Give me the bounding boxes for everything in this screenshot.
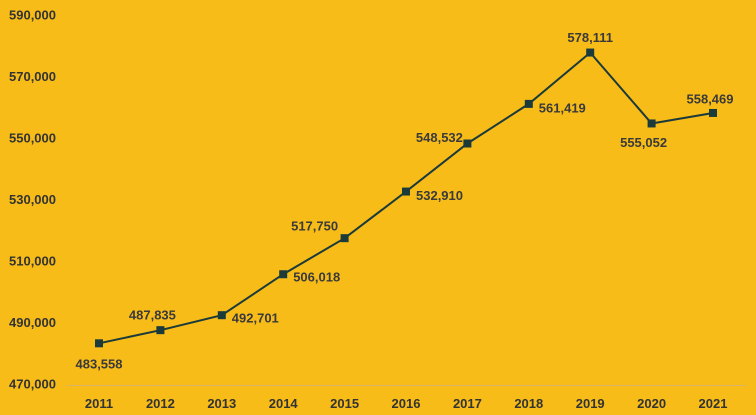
x-tick-label: 2016 <box>392 396 421 411</box>
y-tick-label: 570,000 <box>9 69 56 84</box>
y-axis-ticks: 470,000 490,000 510,000 530,000 550,000 570,0… <box>9 7 56 391</box>
x-tick-label: 2013 <box>207 396 236 411</box>
data-label: 517,750 <box>291 219 338 234</box>
data-marker <box>647 119 656 128</box>
data-label: 532,910 <box>416 188 463 203</box>
x-tick-label: 2019 <box>576 396 605 411</box>
data-labels: 483,558 487,835 492,701 506,018 517,750 532,9… <box>76 30 734 372</box>
data-markers <box>95 48 717 348</box>
x-tick-label: 2017 <box>453 396 482 411</box>
y-tick-label: 510,000 <box>9 253 56 268</box>
y-tick-label: 470,000 <box>9 376 56 391</box>
series-line <box>98 51 714 345</box>
data-marker <box>340 234 349 243</box>
data-marker <box>402 187 410 196</box>
x-tick-label: 2012 <box>146 396 175 411</box>
x-tick-label: 2021 <box>699 396 728 411</box>
data-marker <box>217 311 226 320</box>
x-tick-label: 2020 <box>637 396 666 411</box>
x-tick-label: 2018 <box>514 396 543 411</box>
data-label: 578,111 <box>567 30 613 45</box>
data-marker <box>586 48 595 57</box>
y-tick-label: 590,000 <box>9 7 56 22</box>
x-axis-ticks: 2011 2012 2013 2014 2015 2016 2017 2018 2019 2020… <box>85 396 728 411</box>
data-marker <box>463 139 472 148</box>
y-tick-label: 490,000 <box>9 315 56 330</box>
data-marker <box>709 108 717 117</box>
x-tick-label: 2015 <box>330 396 359 411</box>
data-label: 558,469 <box>687 91 734 106</box>
data-marker <box>156 326 165 335</box>
data-label: 555,052 <box>620 135 667 150</box>
data-label: 483,558 <box>76 357 123 372</box>
data-label: 548,532 <box>416 130 463 145</box>
data-marker <box>279 270 288 279</box>
data-label: 487,835 <box>129 308 176 323</box>
x-tick-label: 2014 <box>269 396 299 411</box>
y-tick-label: 530,000 <box>9 192 56 207</box>
data-marker <box>524 99 533 108</box>
data-label: 561,419 <box>539 100 586 115</box>
data-marker <box>95 339 103 348</box>
x-tick-label: 2011 <box>85 396 113 411</box>
y-tick-label: 550,000 <box>9 130 56 145</box>
data-label: 492,701 <box>232 311 279 326</box>
data-label: 506,018 <box>293 270 340 285</box>
